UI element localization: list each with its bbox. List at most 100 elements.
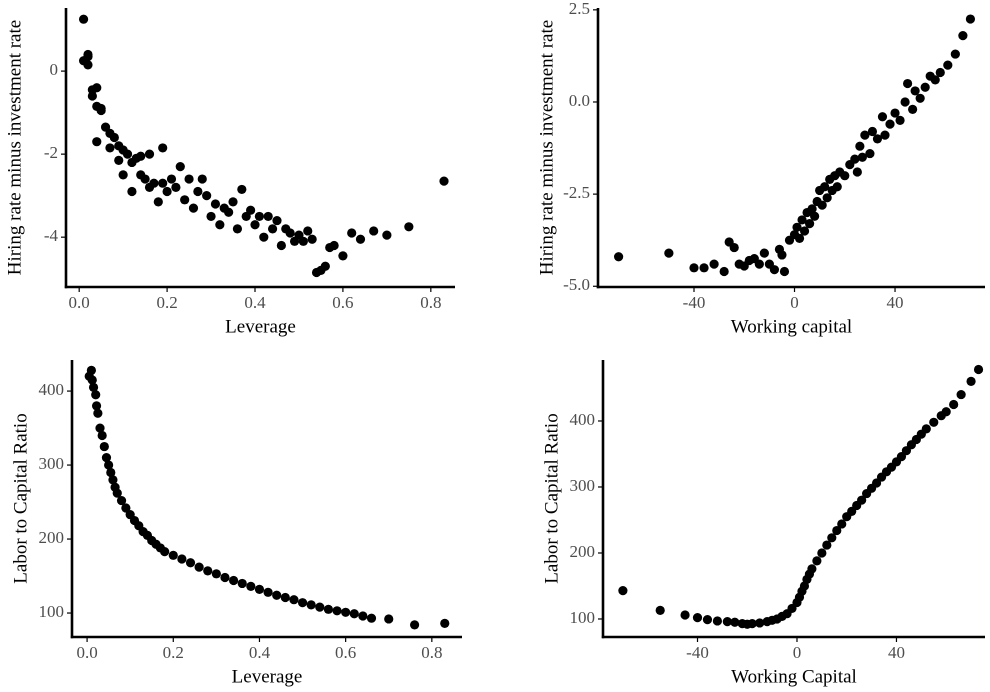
point	[166, 174, 177, 184]
point	[96, 103, 106, 114]
y-tick-label: 200	[570, 542, 596, 561]
point	[106, 467, 116, 478]
point	[206, 211, 216, 222]
point	[329, 240, 339, 251]
x-axis-title: Leverage	[232, 666, 303, 687]
y-tick-label: 400	[39, 380, 65, 399]
x-axis-title: Working Capital	[731, 666, 857, 687]
point	[177, 554, 187, 564]
y-tick-label: -2.5	[563, 183, 590, 202]
y-tick-label: 400	[570, 410, 596, 429]
point	[880, 130, 890, 140]
point	[908, 104, 918, 114]
x-tick-label: 0.4	[244, 293, 266, 312]
point	[341, 607, 351, 617]
point	[792, 222, 802, 232]
point	[112, 488, 122, 498]
x-tick-label: 0.4	[249, 643, 271, 662]
point	[857, 495, 867, 505]
y-tick-label: -5.0	[563, 275, 590, 294]
point	[885, 119, 895, 129]
point	[323, 604, 334, 614]
point	[86, 365, 96, 375]
point	[797, 215, 807, 225]
point	[307, 234, 317, 244]
point	[92, 83, 102, 93]
point	[943, 60, 953, 70]
point	[93, 408, 103, 418]
point	[91, 390, 101, 400]
point	[108, 475, 118, 485]
x-tick-label: 0.8	[421, 643, 442, 662]
point	[699, 263, 709, 273]
point	[202, 191, 212, 201]
point	[837, 519, 847, 529]
y-axis-title: Labor to Capital Ratio	[541, 413, 562, 583]
point	[618, 586, 628, 596]
point	[382, 230, 392, 240]
point	[121, 503, 131, 513]
point	[852, 167, 862, 177]
point	[799, 226, 810, 236]
point	[232, 224, 243, 234]
point	[655, 605, 665, 616]
point	[109, 132, 119, 143]
point	[439, 176, 449, 186]
point	[306, 600, 316, 610]
point	[83, 51, 93, 62]
x-tick-label: 0	[793, 643, 802, 662]
point	[804, 219, 815, 229]
point	[929, 417, 939, 427]
point	[78, 14, 89, 24]
point	[822, 540, 832, 550]
y-axis-title: Labor to Capital Ratio	[10, 413, 31, 583]
point	[920, 82, 930, 92]
point	[246, 581, 256, 591]
point	[188, 203, 199, 213]
point	[877, 112, 888, 122]
point	[87, 91, 97, 101]
point	[840, 171, 850, 181]
point	[935, 67, 945, 78]
y-tick-label: 2.5	[569, 0, 590, 18]
point	[104, 460, 114, 470]
point	[272, 590, 282, 600]
point	[903, 78, 913, 89]
point	[171, 182, 181, 192]
point	[855, 141, 865, 151]
point	[101, 453, 112, 463]
y-tick-label: -4	[44, 226, 59, 245]
x-tick-label: 40	[887, 293, 904, 312]
point	[941, 407, 951, 417]
x-tick-label: 0	[790, 293, 799, 312]
point	[369, 226, 379, 236]
point	[83, 60, 93, 70]
x-tick-label: 0.6	[335, 643, 356, 662]
point	[224, 207, 234, 217]
point	[332, 606, 342, 616]
point	[949, 399, 959, 410]
point	[712, 616, 723, 626]
point	[160, 547, 170, 557]
point	[338, 251, 348, 261]
point	[91, 401, 102, 411]
point	[719, 266, 729, 277]
point	[127, 186, 137, 197]
point	[144, 149, 155, 159]
point	[747, 619, 757, 629]
point	[122, 149, 133, 159]
point	[910, 86, 920, 96]
point	[755, 618, 765, 628]
point	[965, 14, 976, 24]
point	[832, 525, 842, 536]
point	[210, 199, 221, 209]
point	[689, 263, 699, 273]
point	[900, 97, 910, 107]
point	[769, 265, 780, 275]
point	[807, 204, 817, 214]
point	[409, 620, 420, 630]
point	[404, 222, 414, 232]
point	[850, 154, 860, 164]
point	[105, 143, 115, 153]
x-tick-label: -40	[683, 293, 706, 312]
